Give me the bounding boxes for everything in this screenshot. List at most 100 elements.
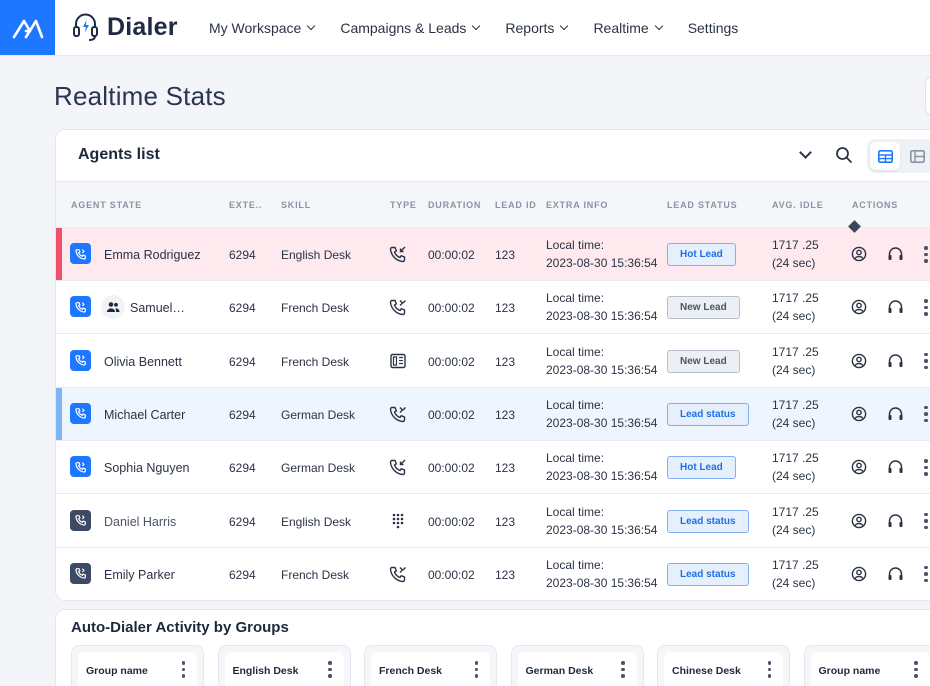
table-row[interactable]: Sophia Nguyen 6294 German Desk 00:00:02 123 L… <box>56 441 930 495</box>
lead-status-badge[interactable]: Hot Lead <box>667 456 736 480</box>
nav-label: My Workspace <box>209 20 302 36</box>
agent-name: Samuel… <box>130 301 185 316</box>
group-card[interactable]: French Desk <box>364 645 497 686</box>
group-card[interactable]: Group name <box>803 645 930 686</box>
nav-realtime[interactable]: Realtime <box>593 20 663 36</box>
avg-idle-seconds: (24 sec) <box>772 522 816 537</box>
col-lead-status[interactable]: LEAD STATUS <box>667 200 738 210</box>
user-profile-icon[interactable] <box>851 406 867 427</box>
table-row[interactable]: Emma Rodriguez 6294 English Desk 00:00:02 12… <box>56 228 930 281</box>
nav-settings[interactable]: Settings <box>688 20 739 36</box>
page-action-button[interactable] <box>925 76 930 116</box>
group-name: Chinese Desk <box>672 665 741 677</box>
headset-icon[interactable] <box>887 513 904 534</box>
extra-info-value: 2023-08-30 15:36:54 <box>546 575 658 590</box>
table-row[interactable]: Olivia Bennett 6294 French Desk 00:00:02 123… <box>56 334 930 388</box>
more-vertical-icon[interactable] <box>767 661 771 678</box>
headset-icon[interactable] <box>887 459 904 480</box>
table-view-icon[interactable] <box>870 142 900 170</box>
user-profile-icon[interactable] <box>851 353 867 374</box>
col-extension[interactable]: EXTE.. <box>229 200 263 210</box>
user-profile-icon[interactable] <box>851 459 867 480</box>
more-vertical-icon[interactable] <box>924 352 928 370</box>
group-card[interactable]: German Desk <box>510 645 644 686</box>
headset-icon[interactable] <box>887 299 904 320</box>
user-profile-icon[interactable] <box>851 566 867 587</box>
group-name: German Desk <box>525 665 594 677</box>
extra-info-label: Local time: <box>546 344 605 359</box>
nav-my-workspace[interactable]: My Workspace <box>209 20 316 36</box>
agent-name: Emily Parker <box>104 567 175 582</box>
col-extra-info[interactable]: EXTRA INFO <box>546 200 609 210</box>
lead-status-badge[interactable]: New Lead <box>667 349 740 373</box>
avg-idle-seconds: (24 sec) <box>772 469 816 484</box>
row-highlight-bar <box>56 228 62 280</box>
lead-status-badge[interactable]: Lead status <box>667 402 749 426</box>
collapse-chevron-icon[interactable] <box>799 146 812 159</box>
table-row[interactable]: Samuel… 6294 French Desk 00:00:02 123 Local t… <box>56 281 930 335</box>
extension: 6294 <box>229 461 256 476</box>
col-duration[interactable]: DURATION <box>428 200 482 210</box>
lead-id: 123 <box>495 301 516 316</box>
more-vertical-icon[interactable] <box>328 661 332 678</box>
brand[interactable]: Dialer <box>72 12 178 42</box>
lead-status-badge[interactable]: Lead status <box>667 562 749 586</box>
skill: German Desk <box>281 407 356 422</box>
more-vertical-icon[interactable] <box>924 459 928 476</box>
group-card[interactable]: Chinese Desk <box>657 645 790 686</box>
group-card[interactable]: Group name <box>71 645 204 686</box>
table-row[interactable]: Daniel Harris 6294 English Desk 00:00:02 123… <box>56 494 930 548</box>
col-lead-id[interactable]: LEAD ID <box>495 200 537 210</box>
card-view-icon[interactable] <box>902 142 930 170</box>
nav-label: Campaigns & Leads <box>340 20 467 36</box>
more-vertical-icon[interactable] <box>914 661 918 678</box>
headset-icon[interactable] <box>887 566 904 587</box>
col-actions[interactable]: ACTIONS <box>852 200 899 210</box>
duration: 00:00:02 <box>428 567 475 582</box>
more-vertical-icon[interactable] <box>924 299 928 316</box>
more-vertical-icon[interactable] <box>181 661 185 678</box>
nav-reports[interactable]: Reports <box>505 20 569 36</box>
more-vertical-icon[interactable] <box>621 661 625 678</box>
group-card[interactable]: English Desk <box>217 645 351 686</box>
main-nav: My Workspace Campaigns & Leads Reports R… <box>209 0 738 56</box>
agents-list-title: Agents list <box>78 146 160 163</box>
more-vertical-icon[interactable] <box>924 405 928 423</box>
chevron-down-icon <box>560 21 569 31</box>
more-vertical-icon[interactable] <box>924 246 928 263</box>
lead-id: 123 <box>495 514 516 529</box>
table-row[interactable]: Emily Parker 6294 French Desk 00:00:02 123 Lo… <box>56 547 930 600</box>
headset-icon[interactable] <box>887 406 904 427</box>
lead-status-badge[interactable]: Hot Lead <box>667 243 736 266</box>
auto-dialer-card: Auto-Dialer Activity by Groups Group nam… <box>55 609 930 686</box>
more-vertical-icon[interactable] <box>924 565 928 583</box>
user-profile-icon[interactable] <box>851 513 867 534</box>
extension: 6294 <box>229 301 256 316</box>
agent-name: Emma Rodriguez <box>104 248 201 262</box>
chevron-down-icon <box>307 21 316 31</box>
page-title: Realtime Stats <box>54 81 226 111</box>
more-vertical-icon[interactable] <box>474 661 478 678</box>
nav-campaigns-leads[interactable]: Campaigns & Leads <box>340 20 481 36</box>
col-avg-idle[interactable]: AVG. IDLE <box>772 200 824 210</box>
headset-icon[interactable] <box>887 246 904 267</box>
search-icon[interactable] <box>835 146 853 169</box>
lead-status-badge[interactable]: Lead status <box>667 509 749 533</box>
col-type[interactable]: TYPE <box>390 200 417 210</box>
user-profile-icon[interactable] <box>851 299 867 320</box>
group-name: French Desk <box>379 665 443 677</box>
lead-status-badge[interactable]: New Lead <box>667 296 740 320</box>
group-icon <box>101 295 125 320</box>
more-vertical-icon[interactable] <box>924 512 928 529</box>
brand-name: Dialer <box>107 12 178 41</box>
col-agent-state[interactable]: AGENT STATE <box>71 200 142 210</box>
user-profile-icon[interactable] <box>851 246 867 267</box>
skill: French Desk <box>281 301 350 316</box>
col-skill[interactable]: SKILL <box>281 200 311 210</box>
agent-state-phone-icon <box>70 243 91 264</box>
dialpad-icon <box>389 512 407 535</box>
headset-icon[interactable] <box>887 353 904 374</box>
app-logo-icon[interactable] <box>0 0 55 55</box>
table-row[interactable]: Michael Carter 6294 German Desk 00:00:02 123… <box>56 387 930 441</box>
extra-info-label: Local time: <box>546 451 605 466</box>
